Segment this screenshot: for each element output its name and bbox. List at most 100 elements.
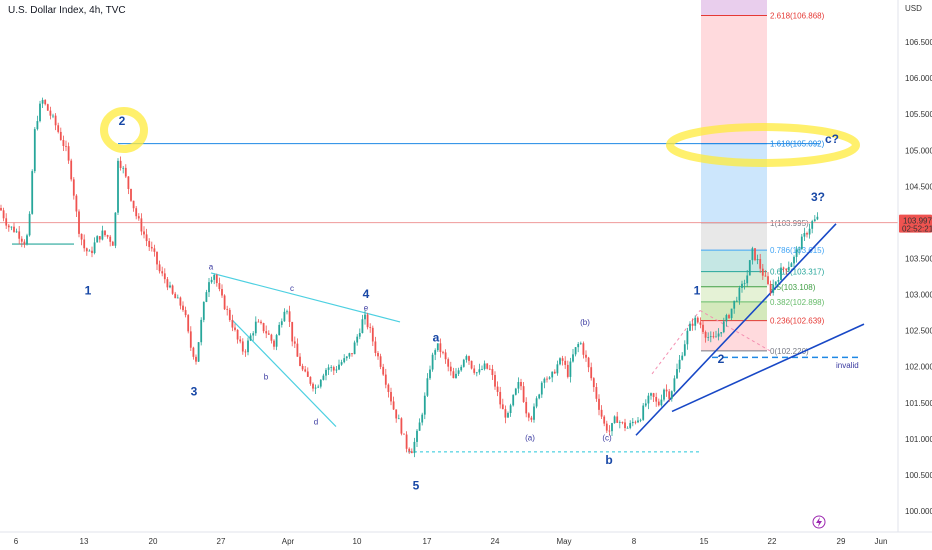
- candle-down: [769, 284, 772, 293]
- currency-label: USD: [905, 4, 922, 13]
- candle-down: [702, 324, 704, 332]
- wave-label-abc: a: [433, 330, 440, 344]
- candle-down: [106, 235, 109, 237]
- candle-up: [33, 129, 36, 172]
- candle-down: [65, 145, 67, 147]
- candle-up: [642, 405, 645, 420]
- time-tick-label: 15: [700, 537, 709, 546]
- candle-down: [140, 218, 143, 232]
- candle-up: [787, 266, 790, 271]
- candle-down: [403, 433, 405, 435]
- price-tick-label: 102.000: [905, 363, 932, 372]
- candle-up: [756, 259, 759, 261]
- candle-down: [699, 322, 702, 325]
- candle-down: [143, 231, 145, 235]
- highlight-target: [666, 123, 860, 167]
- candle-down: [603, 416, 606, 424]
- candle-down: [595, 387, 598, 399]
- candle-up: [707, 337, 710, 338]
- candle-up: [676, 369, 678, 379]
- candle-down: [504, 409, 507, 418]
- candle-down: [561, 358, 564, 361]
- candle-up: [629, 423, 632, 428]
- candle-up: [678, 359, 681, 370]
- candle-down: [366, 314, 369, 328]
- candle-down: [273, 340, 275, 347]
- candle-up: [327, 367, 330, 370]
- candle-up: [514, 388, 517, 395]
- candle-up: [416, 430, 418, 442]
- candle-down: [494, 375, 496, 387]
- candle-up: [169, 285, 171, 288]
- candle-down: [80, 233, 83, 240]
- candle-down: [598, 398, 600, 410]
- time-tick-label: 24: [491, 537, 500, 546]
- candle-up: [683, 344, 686, 356]
- candle-down: [111, 241, 114, 246]
- time-tick-label: 29: [837, 537, 846, 546]
- fib-background: 2.618(106.868)1.618(105.092)1(103.995)0.…: [701, 0, 825, 356]
- candle-up: [330, 367, 333, 368]
- candle-up: [397, 418, 400, 420]
- candle-up: [200, 319, 203, 343]
- time-tick-label: 8: [632, 537, 637, 546]
- candle-down: [332, 367, 335, 371]
- candle-down: [91, 250, 93, 254]
- candle-up: [548, 377, 551, 379]
- symbol-title: U.S. Dollar Index, 4h, TVC: [8, 5, 126, 16]
- candle-down: [439, 343, 442, 352]
- candle-down: [234, 327, 236, 330]
- candle-up: [689, 323, 691, 331]
- candle-down: [582, 343, 585, 355]
- candle-up: [475, 372, 478, 374]
- price-tick-label: 104.500: [905, 182, 932, 191]
- wave-label-minor: d: [314, 417, 318, 426]
- fib-zone: [701, 320, 767, 351]
- candle-down: [616, 416, 619, 423]
- candle-down: [59, 131, 62, 141]
- candle-down: [171, 285, 174, 294]
- candle-up: [673, 378, 676, 392]
- price-tick-label: 105.500: [905, 110, 932, 119]
- candle-down: [785, 268, 788, 271]
- candle-down: [759, 259, 762, 269]
- wave-label-minor: b: [264, 373, 269, 382]
- candle-down: [137, 216, 140, 219]
- candle-down: [444, 352, 447, 360]
- candle-up: [36, 121, 39, 130]
- candle-up: [356, 336, 359, 343]
- candle-down: [621, 422, 624, 423]
- wave-label-abc: 3?: [811, 190, 825, 204]
- candle-up: [426, 378, 429, 396]
- candle-up: [364, 314, 366, 320]
- candle-up: [343, 358, 346, 363]
- candle-up: [88, 250, 91, 252]
- candle-up: [117, 160, 119, 213]
- candle-down: [260, 321, 262, 324]
- candle-down: [46, 104, 49, 111]
- candle-down: [374, 341, 377, 353]
- candle-down: [195, 356, 197, 362]
- candle-up: [556, 364, 559, 374]
- candle-down: [231, 320, 234, 328]
- candle-down: [257, 321, 260, 323]
- candle-up: [319, 379, 322, 387]
- candle-down: [384, 374, 387, 385]
- candle-down: [449, 366, 452, 372]
- candle-down: [72, 179, 75, 196]
- candle-down: [501, 404, 504, 410]
- candle-up: [280, 321, 283, 325]
- time-axis: 6 13 20 27 Apr 10 17 24 May 8 15 22 29 Jun: [0, 515, 932, 546]
- candle-up: [611, 423, 613, 432]
- wave-labels: 1 2 3 4 5 a b c d e a (a) (b) (c) b 1 2 3? c?: [85, 114, 839, 492]
- candle-up: [626, 427, 629, 429]
- candle-down: [132, 200, 135, 209]
- time-tick-label: 13: [80, 537, 89, 546]
- candle-down: [767, 276, 769, 285]
- candle-up: [325, 369, 327, 376]
- countdown-value: 02:52:21: [902, 225, 932, 234]
- price-tick-label: 106.000: [905, 74, 932, 83]
- candle-down: [291, 321, 294, 342]
- price-tick-label: 103.000: [905, 291, 932, 300]
